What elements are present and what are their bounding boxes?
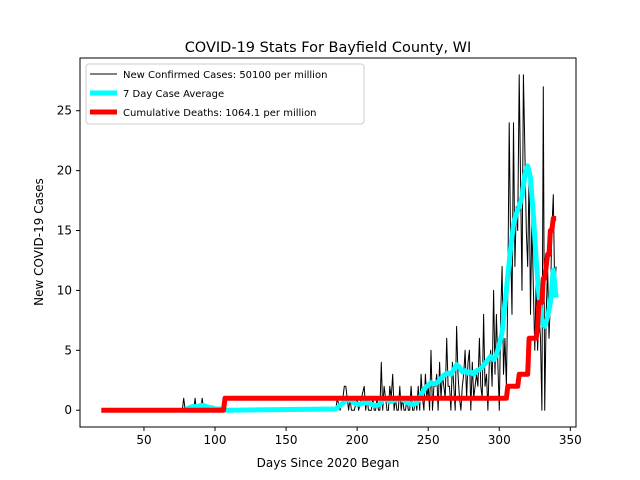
x-tick-label: 150 (275, 433, 298, 447)
y-tick-label: 20 (57, 164, 72, 178)
x-axis-title: Days Since 2020 Began (257, 456, 400, 470)
x-tick-label: 300 (488, 433, 511, 447)
legend-label-cumulative-deaths: Cumulative Deaths: 1064.1 per million (123, 108, 317, 119)
y-tick-label: 0 (64, 403, 72, 417)
seven-day-average-line (185, 163, 559, 413)
y-tick-label: 5 (64, 343, 72, 357)
x-tick-label: 250 (417, 433, 440, 447)
plot-area (79, 57, 577, 428)
x-tick-label: 350 (559, 433, 582, 447)
y-tick-label: 10 (57, 283, 72, 297)
x-tick-label: 50 (136, 433, 151, 447)
x-tick-label: 100 (204, 433, 227, 447)
y-tick-label: 25 (57, 104, 72, 118)
legend-box (85, 63, 365, 125)
y-axis: 0 5 10 15 20 25 (57, 104, 80, 417)
x-tick-label: 200 (346, 433, 369, 447)
legend: New Confirmed Cases: 50100 per million 7 … (85, 63, 365, 125)
legend-label-seven-day-average: 7 Day Case Average (123, 89, 224, 100)
y-tick-label: 15 (57, 224, 72, 238)
x-axis: 50 100 150 200 250 300 350 (136, 427, 582, 447)
legend-label-new-cases: New Confirmed Cases: 50100 per million (123, 70, 327, 81)
chart-title: COVID-19 Stats For Bayfield County, WI (185, 40, 472, 56)
y-axis-title: New COVID-19 Cases (32, 178, 46, 306)
axes-frame (79, 57, 577, 428)
series-layer (101, 74, 559, 413)
cumulative-deaths-line (101, 216, 558, 413)
